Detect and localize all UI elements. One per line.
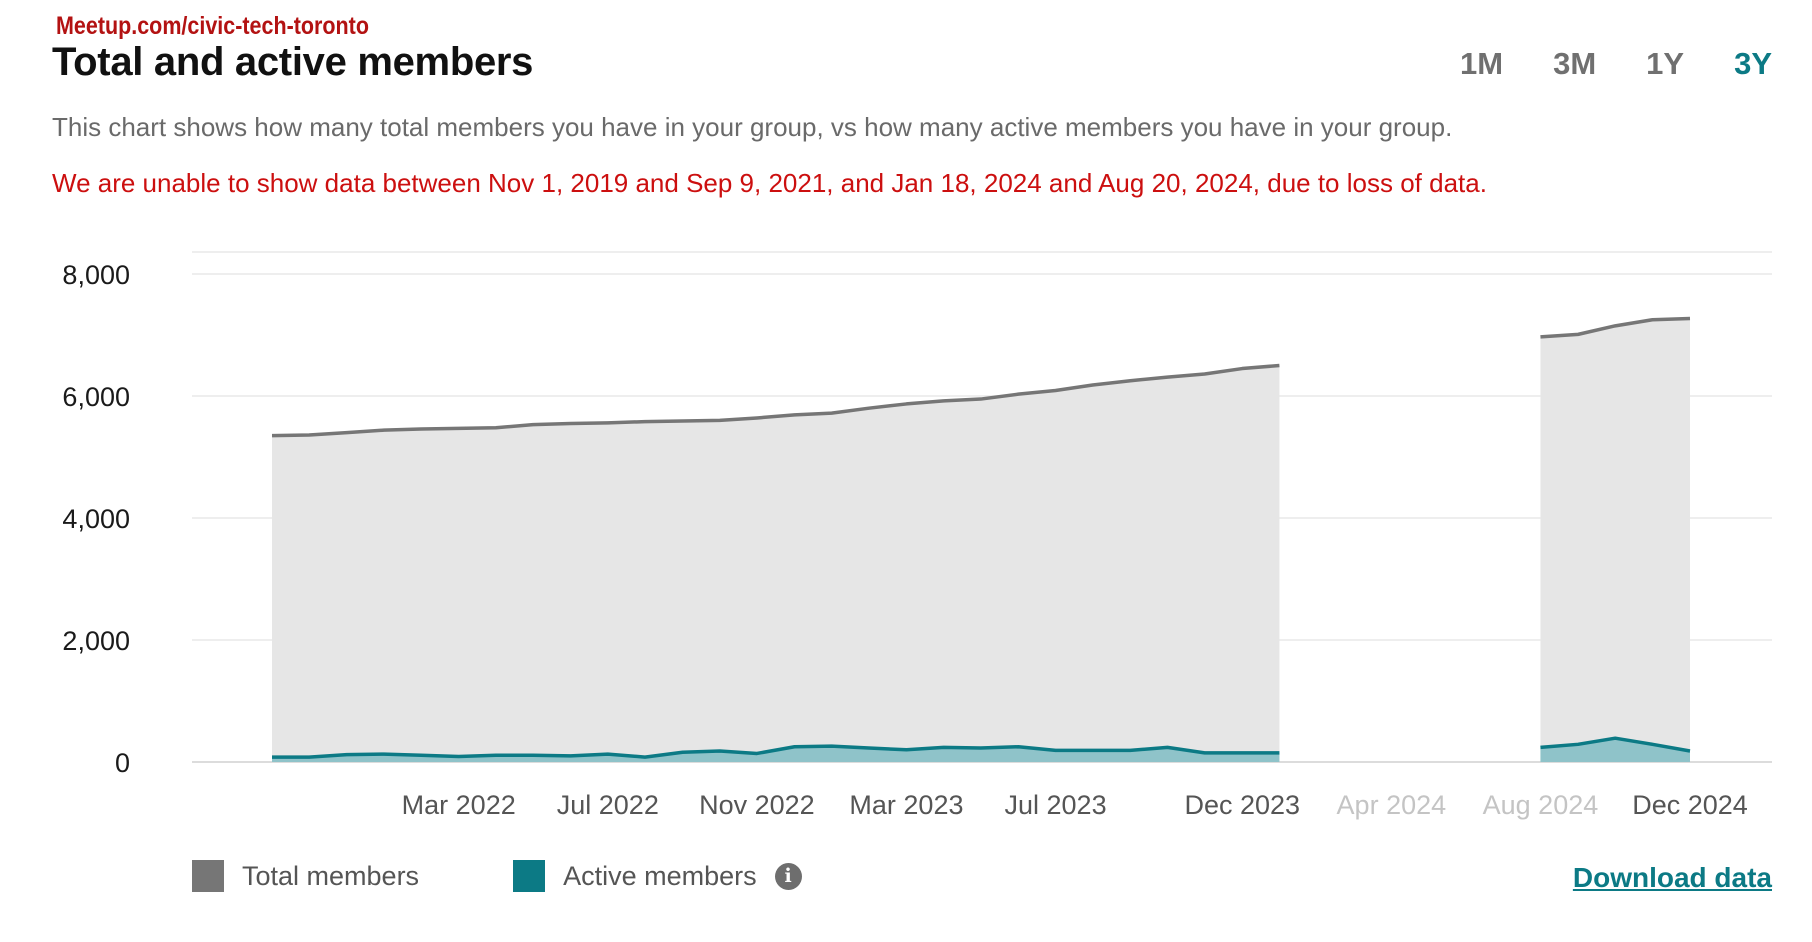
data-loss-warning: We are unable to show data between Nov 1… <box>52 168 1487 198</box>
source-url: Meetup.com/civic-tech-toronto <box>56 12 369 40</box>
legend-swatch-active <box>513 860 546 892</box>
x-tick-label: Dec 2023 <box>1184 790 1300 820</box>
area-total-segment-0 <box>272 365 1280 762</box>
y-tick-label: 4,000 <box>62 504 130 534</box>
line-total-segment-1 <box>1540 316 1691 339</box>
x-tick-label: Dec 2024 <box>1632 790 1748 820</box>
range-tab-1m[interactable]: 1M <box>1460 46 1504 81</box>
range-selector: 1M 3M 1Y 3Y <box>1460 46 1772 82</box>
legend-item-total: Total members <box>192 860 419 892</box>
legend-label-active: Active members <box>563 860 757 891</box>
legend-label-total: Total members <box>242 860 420 891</box>
info-icon[interactable]: i <box>774 862 802 890</box>
x-tick-label: Mar 2022 <box>402 790 516 820</box>
members-area-chart: 0 2,000 4,000 6,000 8,000 Mar 2022 Jul 2022 Nov… <box>62 251 1772 820</box>
y-tick-label: 2,000 <box>62 626 130 656</box>
download-data-link[interactable]: Download data <box>1572 862 1772 893</box>
x-tick-label: Apr 2024 <box>1337 790 1447 820</box>
chart-description: This chart shows how many total members … <box>52 112 1453 142</box>
area-active-segment-0 <box>272 746 1280 762</box>
line-active-segment-0 <box>272 744 1280 759</box>
range-tab-3m[interactable]: 3M <box>1553 46 1597 81</box>
x-tick-label: Nov 2022 <box>699 790 815 820</box>
range-tab-1y[interactable]: 1Y <box>1646 46 1685 81</box>
x-tick-label: Jul 2023 <box>1005 790 1107 820</box>
area-active-segment-1 <box>1540 738 1690 762</box>
legend-item-active: Active members i <box>513 860 802 892</box>
x-tick-label: Jul 2022 <box>557 790 659 820</box>
x-tick-label: Mar 2023 <box>849 790 963 820</box>
area-total-segment-1 <box>1540 318 1690 762</box>
line-active-segment-1 <box>1540 736 1691 753</box>
y-tick-label: 8,000 <box>62 260 130 290</box>
x-tick-label: Aug 2024 <box>1483 790 1599 820</box>
y-tick-label: 6,000 <box>62 382 130 412</box>
line-total-segment-0 <box>271 363 1280 438</box>
page-title: Total and active members <box>52 40 534 84</box>
range-tab-3y[interactable]: 3Y <box>1734 46 1772 81</box>
chart-legend: Total members Active members i <box>192 860 896 892</box>
y-tick-label: 0 <box>115 748 130 778</box>
legend-swatch-total <box>192 860 224 892</box>
